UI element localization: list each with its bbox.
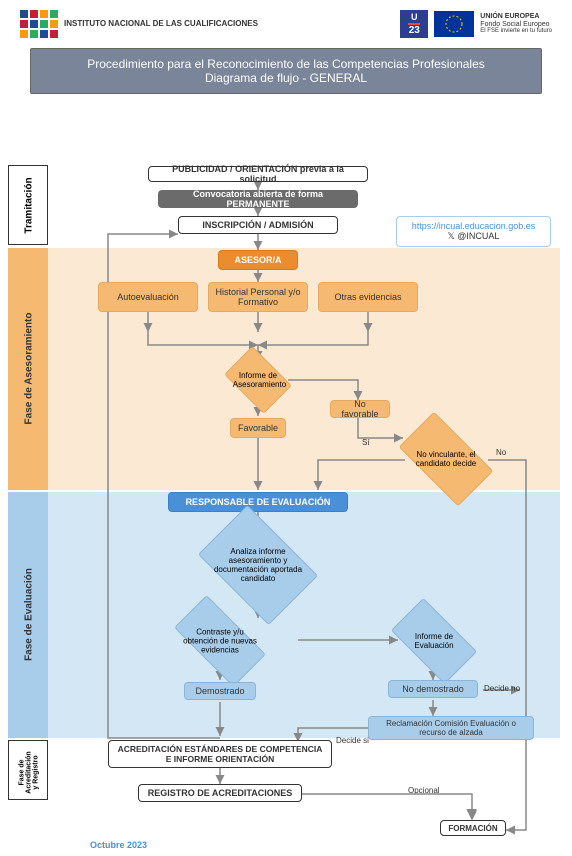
link-box[interactable]: https://incual.educacion.gob.es 𝕏 @INCUA…: [396, 216, 551, 247]
node-analiza: Analiza informe asesoramiento y document…: [208, 530, 308, 600]
node-formacion: FORMACIÓN: [440, 820, 506, 836]
phase-tramitacion: Tramitación: [8, 165, 48, 245]
label-decide-no: Decide no: [484, 684, 520, 693]
label-decide-si: Decide si: [336, 736, 369, 745]
eu-logos: U23 UNIÓN EUROPEA Fondo Social Europeo E…: [400, 10, 552, 38]
node-registro: REGISTRO DE ACREDITACIONES: [138, 784, 302, 802]
label-si: Sí: [362, 438, 370, 447]
node-contraste: Contraste y/u obtención de nuevas eviden…: [178, 618, 262, 664]
footer-date: Octubre 2023: [90, 840, 147, 850]
node-asesor: ASESOR/A: [218, 250, 298, 270]
node-informe-ases: Informe de Asesoramiento: [230, 360, 286, 400]
node-no-favorable: No favorable: [330, 400, 390, 418]
eu-text: UNIÓN EUROPEA Fondo Social Europeo El FS…: [480, 13, 552, 35]
node-autoevaluacion: Autoevaluación: [98, 282, 198, 312]
node-otras: Otras evidencias: [318, 282, 418, 312]
phase-evaluacion: Fase de Evaluación: [8, 492, 48, 738]
node-inscripcion: INSCRIPCIÓN / ADMISIÓN: [178, 216, 338, 234]
node-reclamacion: Reclamación Comisión Evaluación o recurs…: [368, 716, 534, 740]
node-favorable: Favorable: [230, 418, 286, 438]
logo-grid-icon: [20, 10, 58, 38]
ue23-icon: U23: [400, 10, 428, 38]
node-publicidad: PUBLICIDAD / ORIENTACIÓN previa a la sol…: [148, 166, 368, 182]
phase-acreditacion: Fase deAcreditacióny Registro: [8, 740, 48, 800]
node-convocatoria: Convocatoria abierta de forma PERMANENTE: [158, 190, 358, 208]
label-opcional: Opcional: [408, 786, 440, 795]
link-url[interactable]: https://incual.educacion.gob.es: [405, 221, 542, 231]
node-historial: Historial Personal y/o Formativo: [208, 282, 308, 312]
node-demostrado: Demostrado: [184, 682, 256, 700]
node-no-demostrado: No demostrado: [388, 680, 478, 698]
header: INSTITUTO NACIONAL DE LAS CUALIFICACIONE…: [0, 0, 572, 38]
eu-flag-icon: [434, 11, 474, 37]
title-banner: Procedimiento para el Reconocimiento de …: [30, 48, 542, 94]
node-informe-eval: Informe de Evaluación: [396, 618, 472, 664]
label-no: No: [496, 448, 506, 457]
institute-name: INSTITUTO NACIONAL DE LAS CUALIFICACIONE…: [64, 20, 258, 29]
institute-logo: INSTITUTO NACIONAL DE LAS CUALIFICACIONE…: [20, 10, 258, 38]
node-responsable: RESPONSABLE DE EVALUACIÓN: [168, 492, 348, 512]
phase-acreditacion-label: Fase deAcreditacióny Registro: [12, 743, 47, 803]
flowchart: PUBLICIDAD / ORIENTACIÓN previa a la sol…: [48, 160, 568, 840]
link-handle[interactable]: 𝕏 @INCUAL: [405, 231, 542, 242]
node-no-vinculante: No vinculante, el candidato decide: [404, 434, 488, 484]
phase-asesoramiento: Fase de Asesoramiento: [8, 248, 48, 490]
node-acreditacion: ACREDITACIÓN ESTÁNDARES DE COMPETENCIA E…: [108, 740, 332, 768]
